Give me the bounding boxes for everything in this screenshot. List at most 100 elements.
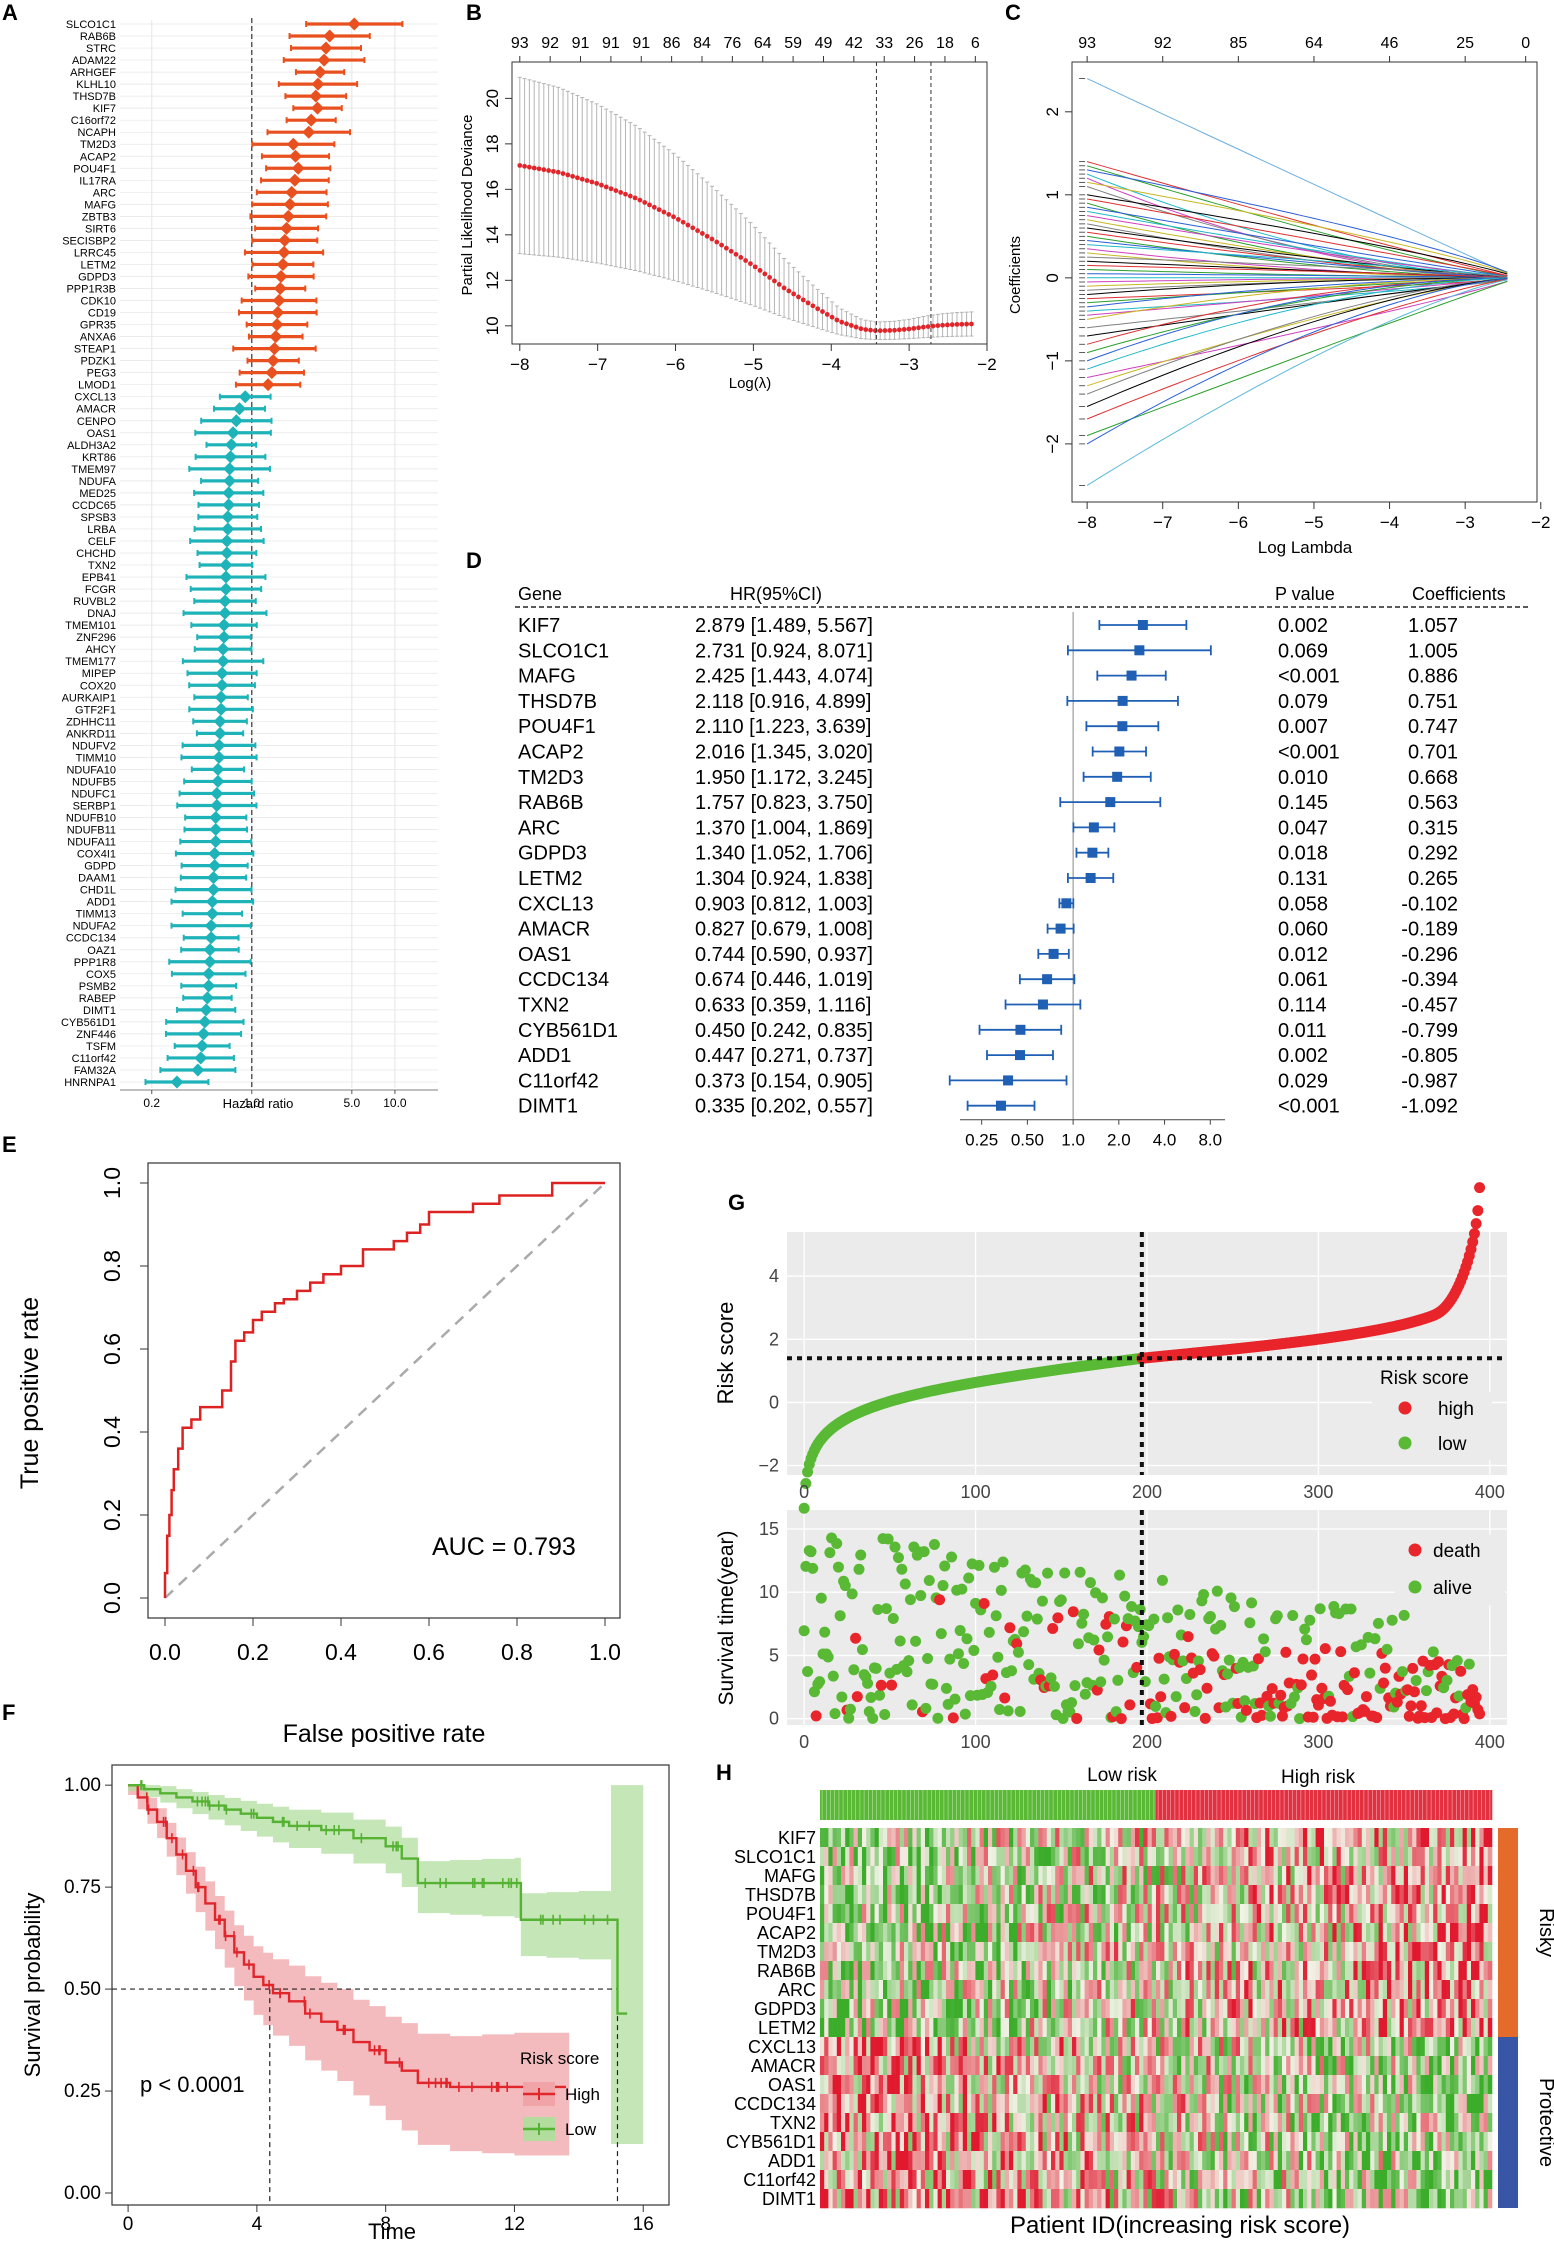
panel-h-cell <box>958 1942 964 1962</box>
panel-g-survival-point <box>1403 1710 1415 1722</box>
panel-h-cell <box>891 1980 896 2000</box>
panel-h-cell <box>937 1923 943 1943</box>
panel-g-survival-point <box>1162 1612 1174 1624</box>
panel-h-cell <box>1378 2056 1384 2076</box>
panel-h-cell <box>1219 1885 1224 1905</box>
panel-g-survival-point <box>1386 1614 1398 1626</box>
panel-g-survival-point <box>1102 1631 1114 1643</box>
panel-h-cell <box>1252 1961 1258 1981</box>
panel-h-cell <box>845 1866 850 1886</box>
panel-a-point <box>273 282 287 295</box>
panel-h-cell <box>1487 1904 1493 1924</box>
panel-c-top-label: 46 <box>1381 35 1399 52</box>
panel-h-cell <box>1349 2037 1354 2057</box>
panel-h-cell <box>899 1904 905 1924</box>
panel-g-survival-point <box>1201 1682 1213 1694</box>
panel-h-cell <box>1479 1999 1484 2019</box>
panel-h-cell <box>1143 2075 1148 2095</box>
panel-a-gene-label: GDPD <box>84 861 116 873</box>
panel-d-point <box>1015 1024 1026 1035</box>
panel-h-cell <box>1088 1942 1094 1962</box>
panel-h-cell <box>1424 2056 1430 2076</box>
panel-g-survival-point <box>1316 1682 1328 1694</box>
panel-h-cell <box>1101 1904 1106 1924</box>
panel-g-survival-point <box>954 1625 966 1637</box>
panel-h-cell <box>1235 1942 1241 1962</box>
panel-h-cell <box>1319 1980 1325 2000</box>
panel-h-cell <box>1353 1847 1358 1867</box>
panel-h-cell <box>1147 1828 1153 1848</box>
panel-h-cell <box>904 1847 909 1867</box>
panel-h-cell <box>912 1961 917 1981</box>
panel-h-cell <box>1433 1999 1438 2019</box>
panel-b-point <box>772 278 777 284</box>
panel-d-hr: 0.633 [0.359, 1.116] <box>695 995 871 1017</box>
panel-h-cell <box>1059 2018 1064 2038</box>
panel-h-cell <box>920 2037 926 2057</box>
panel-h-cell <box>925 2018 930 2038</box>
panel-h-cell <box>941 2094 947 2114</box>
panel-g-survival-point <box>831 1537 843 1549</box>
panel-f-x-tick-label: 12 <box>504 2214 525 2235</box>
panel-h-cell <box>1252 1847 1258 1867</box>
panel-a-point <box>214 702 228 716</box>
panel-h-cell <box>1458 1866 1463 1886</box>
panel-c-top-label: 0 <box>1521 35 1530 52</box>
panel-h-cell <box>1416 1942 1421 1962</box>
panel-h-cell <box>1315 1904 1321 1924</box>
panel-d-gene: CXCL13 <box>518 893 594 915</box>
panel-h-cell <box>1202 2056 1207 2076</box>
panel-h-cell <box>870 2094 875 2114</box>
panel-g-survival-point <box>963 1572 975 1584</box>
panel-h-cell <box>1286 2037 1291 2057</box>
panel-h-cell <box>958 2018 964 2038</box>
panel-h-cell <box>920 1866 926 1886</box>
panel-b-point <box>776 282 782 287</box>
panel-h-cell <box>1156 2056 1161 2076</box>
panel-h-cell <box>1256 2018 1262 2038</box>
panel-h-cell <box>1118 1923 1123 1943</box>
panel-h-cell <box>1328 2075 1333 2095</box>
panel-h-cell <box>1487 1961 1493 1981</box>
panel-g-legend2-label: death <box>1433 1541 1481 1562</box>
panel-c-path <box>1087 240 1508 278</box>
panel-h-cell <box>1282 1847 1287 1867</box>
panel-h-cell <box>1135 1866 1140 1886</box>
panel-g-survival-point <box>1266 1683 1278 1695</box>
panel-g-survival-point <box>1314 1603 1326 1615</box>
panel-h-cell <box>988 2056 993 2076</box>
panel-h-cell <box>916 1828 922 1848</box>
panel-h-cell <box>828 1999 833 2019</box>
panel-h-cell <box>849 1942 854 1962</box>
panel-d-header-coef: Coefficients <box>1412 584 1506 604</box>
panel-h-cell <box>1240 2037 1245 2057</box>
panel-h-cell <box>920 1904 926 1924</box>
panel-g-survival-point <box>956 1583 968 1595</box>
panel-h-cell <box>946 2018 951 2038</box>
panel-h-cell <box>870 1847 875 1867</box>
panel-h-cell <box>1214 1866 1220 1886</box>
panel-h-cell <box>1101 1999 1106 2019</box>
panel-h-cell <box>1055 1885 1060 1905</box>
panel-b-x-tick-label: −4 <box>822 355 841 374</box>
panel-h-cell <box>1315 1828 1321 1848</box>
panel-b-point <box>882 328 888 333</box>
panel-g-survival-point <box>1225 1592 1237 1604</box>
panel-g-survival-point <box>896 1563 908 1575</box>
panel-b-point <box>637 197 643 203</box>
panel-a-point <box>280 221 294 235</box>
panel-h-cell <box>1294 1961 1300 1981</box>
panel-g-survival-point <box>1036 1595 1048 1607</box>
panel-h-cell <box>1214 1885 1220 1905</box>
panel-d-tick-label: 1.0 <box>1061 1131 1085 1150</box>
panel-h-cell <box>1454 1999 1459 2019</box>
panel-b-point <box>589 179 595 185</box>
panel-h-cell <box>1303 1904 1308 1924</box>
panel-h-cell <box>967 1961 972 1981</box>
panel-h-cell <box>1076 1828 1081 1848</box>
panel-a-gene-label: CYB561D1 <box>61 1017 116 1029</box>
panel-h-cell <box>836 1885 842 1905</box>
panel-h-cell <box>1450 1999 1455 2019</box>
panel-h-cell <box>1189 1999 1195 2019</box>
panel-h-cell <box>857 1904 863 1924</box>
